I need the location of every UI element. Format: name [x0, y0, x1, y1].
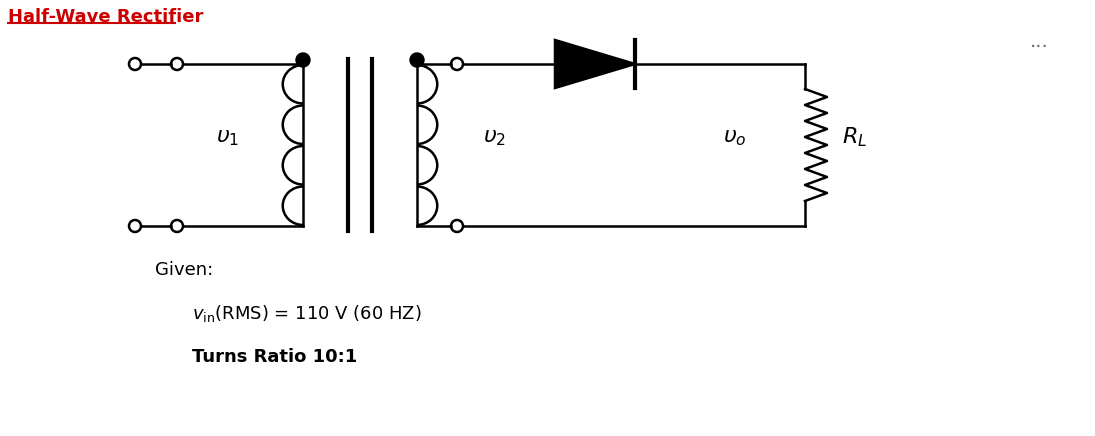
- Text: $\upsilon_o$: $\upsilon_o$: [723, 126, 747, 148]
- Text: ...: ...: [1030, 31, 1049, 51]
- Polygon shape: [555, 40, 635, 88]
- Text: Turns Ratio 10:1: Turns Ratio 10:1: [192, 348, 357, 366]
- Text: $\upsilon_1$: $\upsilon_1$: [217, 126, 240, 148]
- Text: Half-Wave Rectifier: Half-Wave Rectifier: [8, 8, 204, 26]
- Text: $v_{\mathrm{in}}$(RMS) = 110 V (60 HZ): $v_{\mathrm{in}}$(RMS) = 110 V (60 HZ): [192, 303, 422, 324]
- Text: $\upsilon_2$: $\upsilon_2$: [483, 126, 507, 148]
- Text: Given:: Given:: [155, 261, 214, 279]
- Circle shape: [410, 53, 424, 67]
- Circle shape: [296, 53, 310, 67]
- Text: $R_L$: $R_L$: [842, 125, 867, 149]
